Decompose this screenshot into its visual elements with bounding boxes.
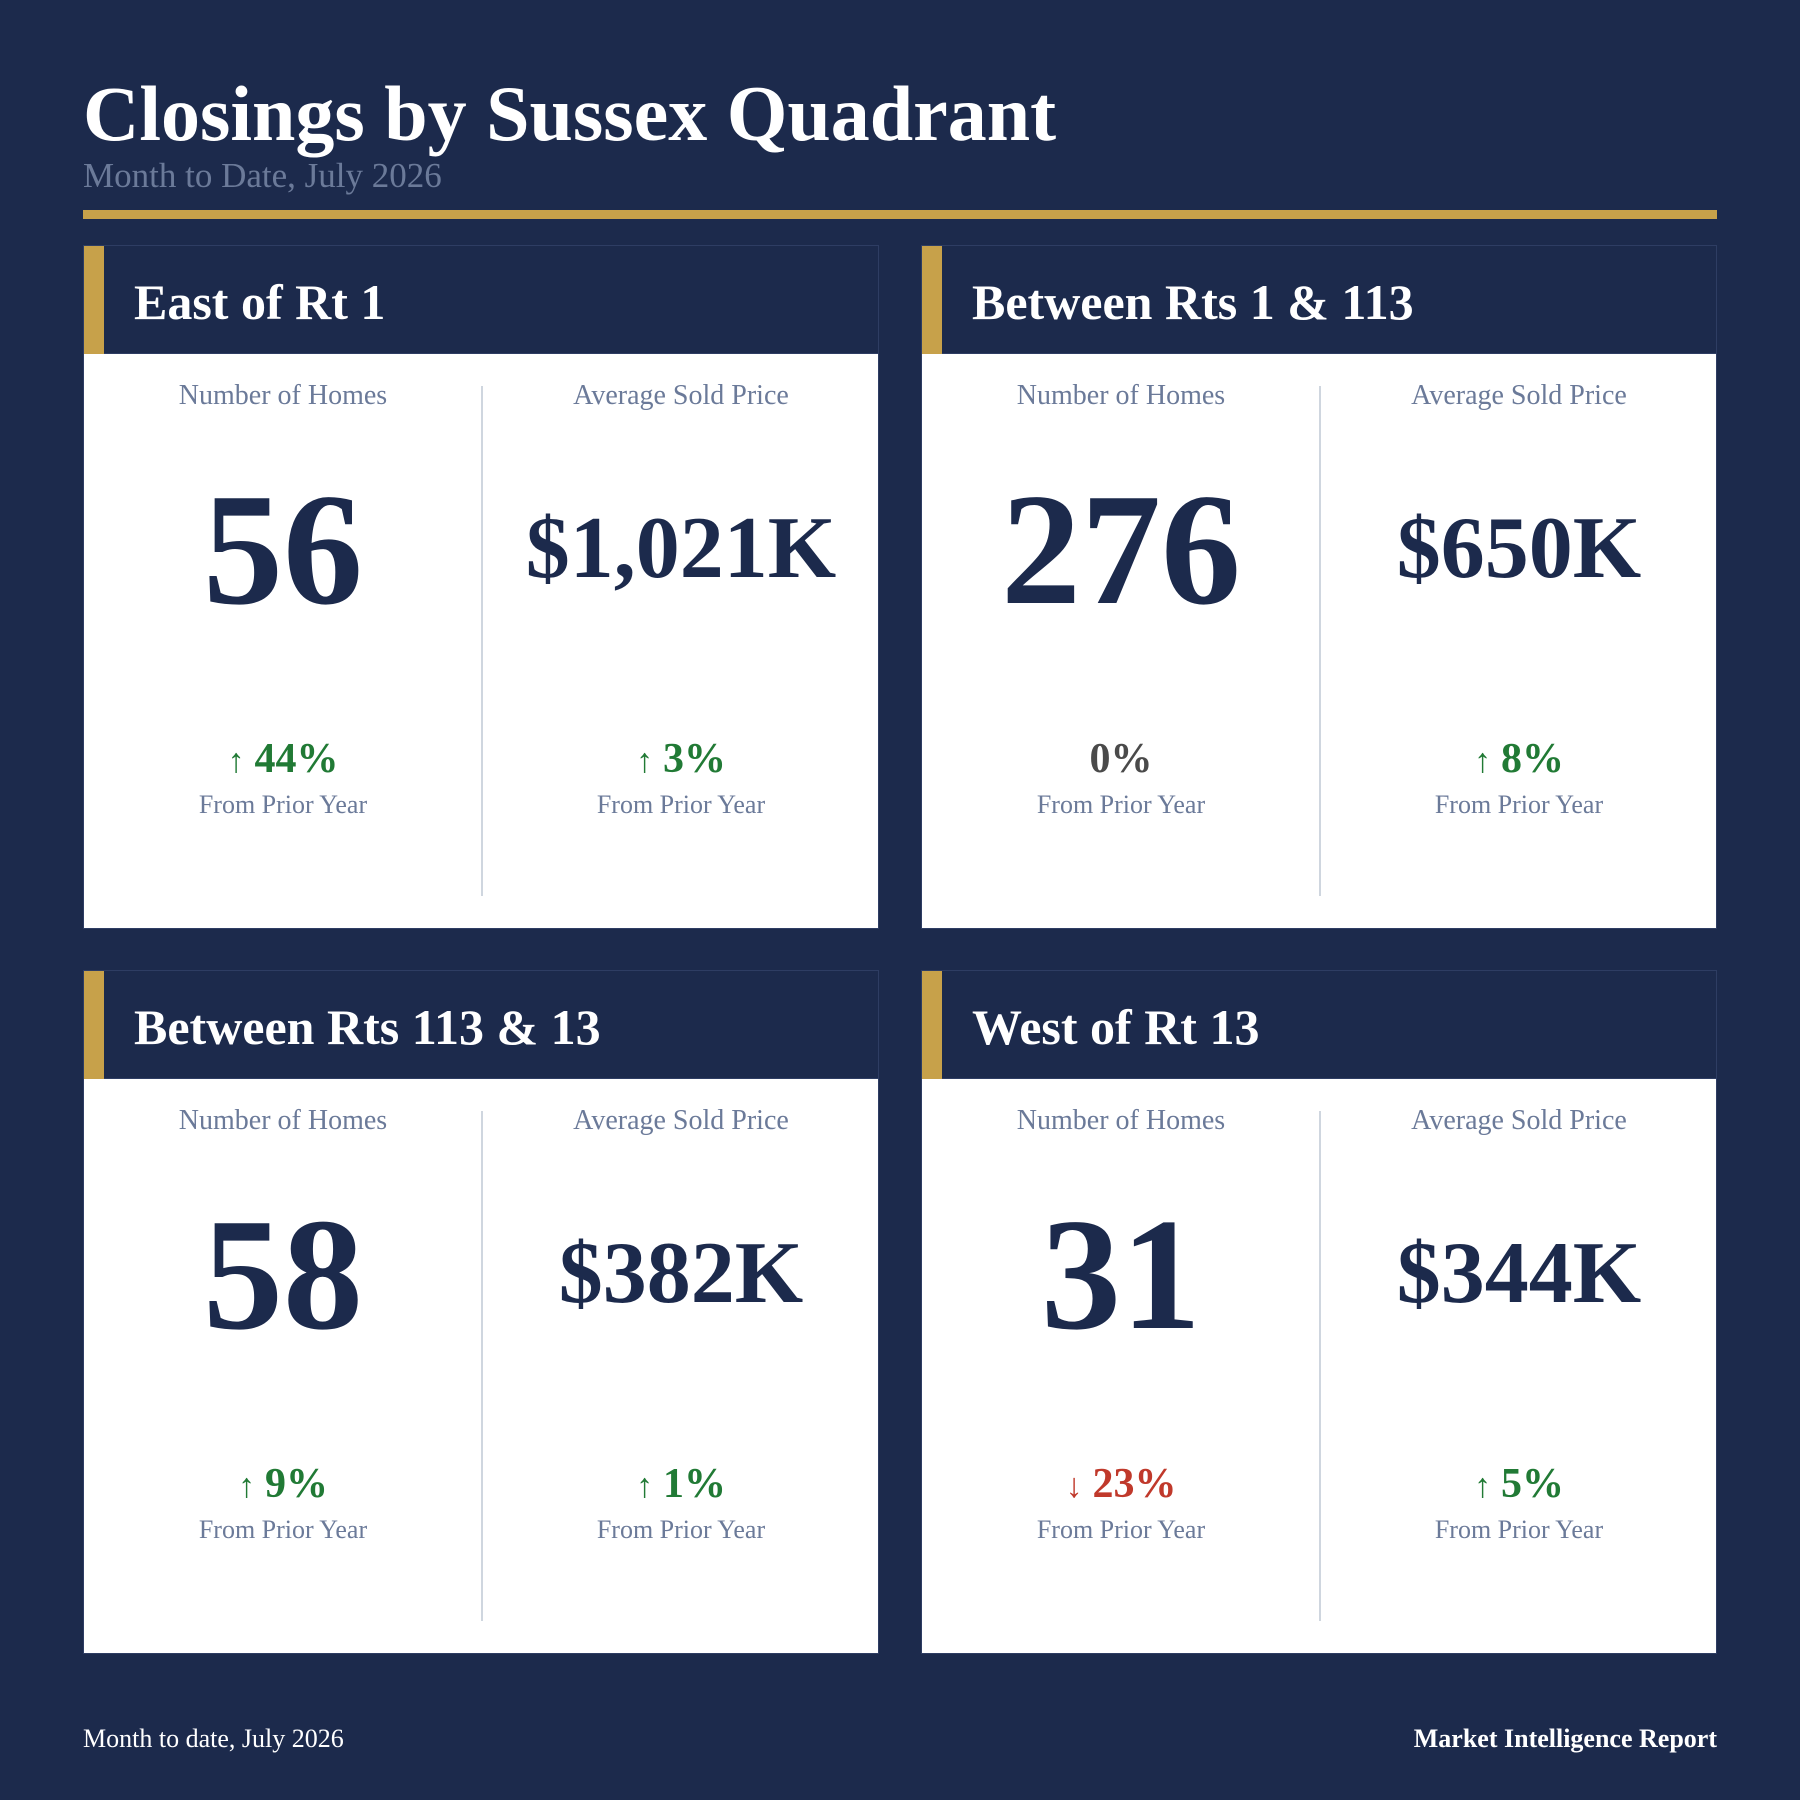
card-accent-bar [84, 971, 104, 1079]
change-arrow-icon: ↑ [636, 743, 653, 780]
card-title: East of Rt 1 [134, 274, 386, 330]
card-header: West of Rt 13 [922, 971, 1716, 1079]
change-caption: From Prior Year [596, 790, 766, 819]
change-value: 0% [1089, 736, 1153, 782]
change-value: 8% [1501, 736, 1564, 782]
quadrant-card-west-of-rt13: West of Rt 13 Number of Homes 31 ↓ 23% Fr… [921, 970, 1717, 1654]
metric-label: Average Sold Price [1411, 1105, 1627, 1136]
price-change: ↑ 8% [1320, 734, 1718, 787]
change-arrow-icon: ↑ [636, 1468, 653, 1505]
change-arrow-icon: ↑ [1474, 743, 1491, 780]
change-value: 1% [663, 1461, 726, 1507]
change-caption: From Prior Year [198, 790, 368, 819]
metric-label: Average Sold Price [573, 1105, 789, 1136]
homes-metric: Number of Homes 56 ↑ 44% From Prior Year [84, 354, 482, 930]
change-arrow-icon: ↑ [238, 1468, 255, 1505]
change-caption: From Prior Year [1434, 1515, 1604, 1544]
price-value: $1,021K [525, 500, 837, 597]
metric-label: Number of Homes [1016, 1105, 1226, 1136]
homes-metric: Number of Homes 31 ↓ 23% From Prior Year [922, 1079, 1320, 1655]
quadrant-card-between-rts-113-13: Between Rts 113 & 13 Number of Homes 58 … [83, 970, 879, 1654]
homes-metric: Number of Homes 58 ↑ 9% From Prior Year [84, 1079, 482, 1655]
metric-label: Average Sold Price [1411, 380, 1627, 411]
metric-divider [481, 1111, 483, 1621]
quadrant-card-between-rts-1-113: Between Rts 1 & 113 Number of Homes 276 … [921, 245, 1717, 929]
change-caption: From Prior Year [1434, 790, 1604, 819]
card-title: Between Rts 113 & 13 [134, 999, 601, 1055]
card-title: Between Rts 1 & 113 [972, 274, 1414, 330]
quadrant-card-east-of-rt1: East of Rt 1 Number of Homes 56 ↑ 44% Fro… [83, 245, 879, 929]
homes-change: ↓ 23% [922, 1459, 1320, 1512]
homes-metric: Number of Homes 276 0% From Prior Year [922, 354, 1320, 930]
price-value: $650K [1396, 500, 1642, 597]
homes-value: 58 [203, 1185, 363, 1363]
homes-change: ↑ 9% [84, 1459, 482, 1512]
page-header: Closings by Sussex Quadrant Month to Dat… [83, 68, 1717, 196]
card-header: East of Rt 1 [84, 246, 878, 354]
header-divider [83, 210, 1717, 219]
metric-label: Number of Homes [178, 1105, 388, 1136]
change-arrow-icon: ↑ [1474, 1468, 1491, 1505]
homes-value: 56 [203, 460, 363, 638]
footer-report-name: Market Intelligence Report [1413, 1724, 1717, 1753]
homes-change: 0% [922, 734, 1320, 784]
card-accent-bar [84, 246, 104, 354]
metric-label: Number of Homes [178, 380, 388, 411]
change-value: 3% [663, 736, 726, 782]
metric-divider [1319, 1111, 1321, 1621]
page-title: Closings by Sussex Quadrant [83, 70, 1057, 157]
card-title: West of Rt 13 [972, 999, 1260, 1055]
change-caption: From Prior Year [198, 1515, 368, 1544]
change-value: 9% [265, 1461, 328, 1507]
homes-value: 276 [1001, 460, 1241, 638]
price-metric: Average Sold Price $382K ↑ 1% From Prior … [482, 1079, 880, 1655]
price-value: $382K [558, 1225, 804, 1322]
change-caption: From Prior Year [1036, 790, 1206, 819]
card-accent-bar [922, 971, 942, 1079]
metric-label: Number of Homes [1016, 380, 1226, 411]
metric-divider [481, 386, 483, 896]
price-metric: Average Sold Price $1,021K ↑ 3% From Prio… [482, 354, 880, 930]
change-arrow-icon: ↑ [227, 743, 245, 780]
price-metric: Average Sold Price $344K ↑ 5% From Prior … [1320, 1079, 1718, 1655]
card-header: Between Rts 1 & 113 [922, 246, 1716, 354]
footer-date: Month to date, July 2026 [83, 1724, 344, 1753]
change-caption: From Prior Year [1036, 1515, 1206, 1544]
homes-value: 31 [1041, 1185, 1201, 1363]
price-change: ↑ 3% [482, 734, 880, 787]
page-subtitle: Month to Date, July 2026 [83, 156, 442, 195]
metric-label: Average Sold Price [573, 380, 789, 411]
change-arrow-icon: ↓ [1065, 1468, 1083, 1505]
price-metric: Average Sold Price $650K ↑ 8% From Prior … [1320, 354, 1718, 930]
change-caption: From Prior Year [596, 1515, 766, 1544]
change-value: 44% [254, 736, 339, 782]
homes-change: ↑ 44% [84, 734, 482, 787]
price-change: ↑ 5% [1320, 1459, 1718, 1512]
card-accent-bar [922, 246, 942, 354]
price-value: $344K [1396, 1225, 1642, 1322]
card-header: Between Rts 113 & 13 [84, 971, 878, 1079]
price-change: ↑ 1% [482, 1459, 880, 1512]
change-value: 23% [1092, 1461, 1177, 1507]
metric-divider [1319, 386, 1321, 896]
change-value: 5% [1501, 1461, 1564, 1507]
